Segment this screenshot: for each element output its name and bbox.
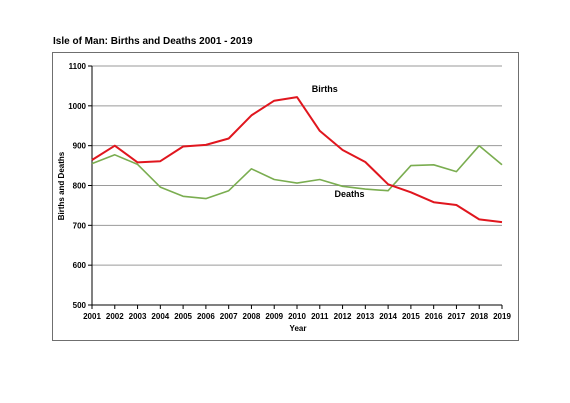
x-tick-label: 2009 <box>265 312 283 321</box>
x-tick-label: 2019 <box>493 312 511 321</box>
series-line-deaths <box>91 144 503 200</box>
chart-frame <box>52 52 519 341</box>
x-tick-label: 2014 <box>379 312 397 321</box>
x-tick-label: 2017 <box>448 312 466 321</box>
series-labels: Births Deaths <box>312 84 365 199</box>
x-tick-label: 2012 <box>334 312 352 321</box>
x-tick-label: 2011 <box>311 312 329 321</box>
series-lines <box>91 96 503 224</box>
y-tick-label: 900 <box>73 142 87 151</box>
gridlines <box>92 65 502 266</box>
y-tick-label: 1100 <box>69 62 87 71</box>
y-tick-label: 800 <box>73 182 87 191</box>
x-tick-label: 2005 <box>174 312 192 321</box>
series-line-births <box>91 96 503 224</box>
x-tick-label: 2016 <box>425 312 443 321</box>
series-label-births: Births <box>312 84 338 94</box>
x-tick-label: 2008 <box>243 312 261 321</box>
series-label-deaths: Deaths <box>335 189 365 199</box>
chart-title: Isle of Man: Births and Deaths 2001 - 20… <box>53 36 253 47</box>
x-tick-labels: 2001 2002 2003 2004 2005 2006 2007 2008 2009 2010… <box>83 305 511 321</box>
y-axis-title: Births and Deaths <box>57 151 66 220</box>
y-tick-label: 700 <box>73 221 87 230</box>
x-tick-label: 2001 <box>83 312 101 321</box>
y-tick-label: 1000 <box>68 102 86 111</box>
x-axis-title: Year <box>290 324 307 333</box>
y-tick-labels: 500 600 700 800 900 1000 1100 <box>68 62 92 310</box>
y-tick-label: 600 <box>73 261 87 270</box>
y-tick-label: 500 <box>73 301 87 310</box>
x-tick-label: 2003 <box>129 312 147 321</box>
x-tick-label: 2015 <box>402 312 420 321</box>
x-tick-label: 2002 <box>106 312 124 321</box>
x-tick-label: 2018 <box>470 312 488 321</box>
x-tick-label: 2007 <box>220 312 238 321</box>
x-tick-label: 2004 <box>151 312 169 321</box>
x-tick-label: 2006 <box>197 312 215 321</box>
x-tick-label: 2010 <box>288 312 306 321</box>
x-tick-label: 2013 <box>356 312 374 321</box>
